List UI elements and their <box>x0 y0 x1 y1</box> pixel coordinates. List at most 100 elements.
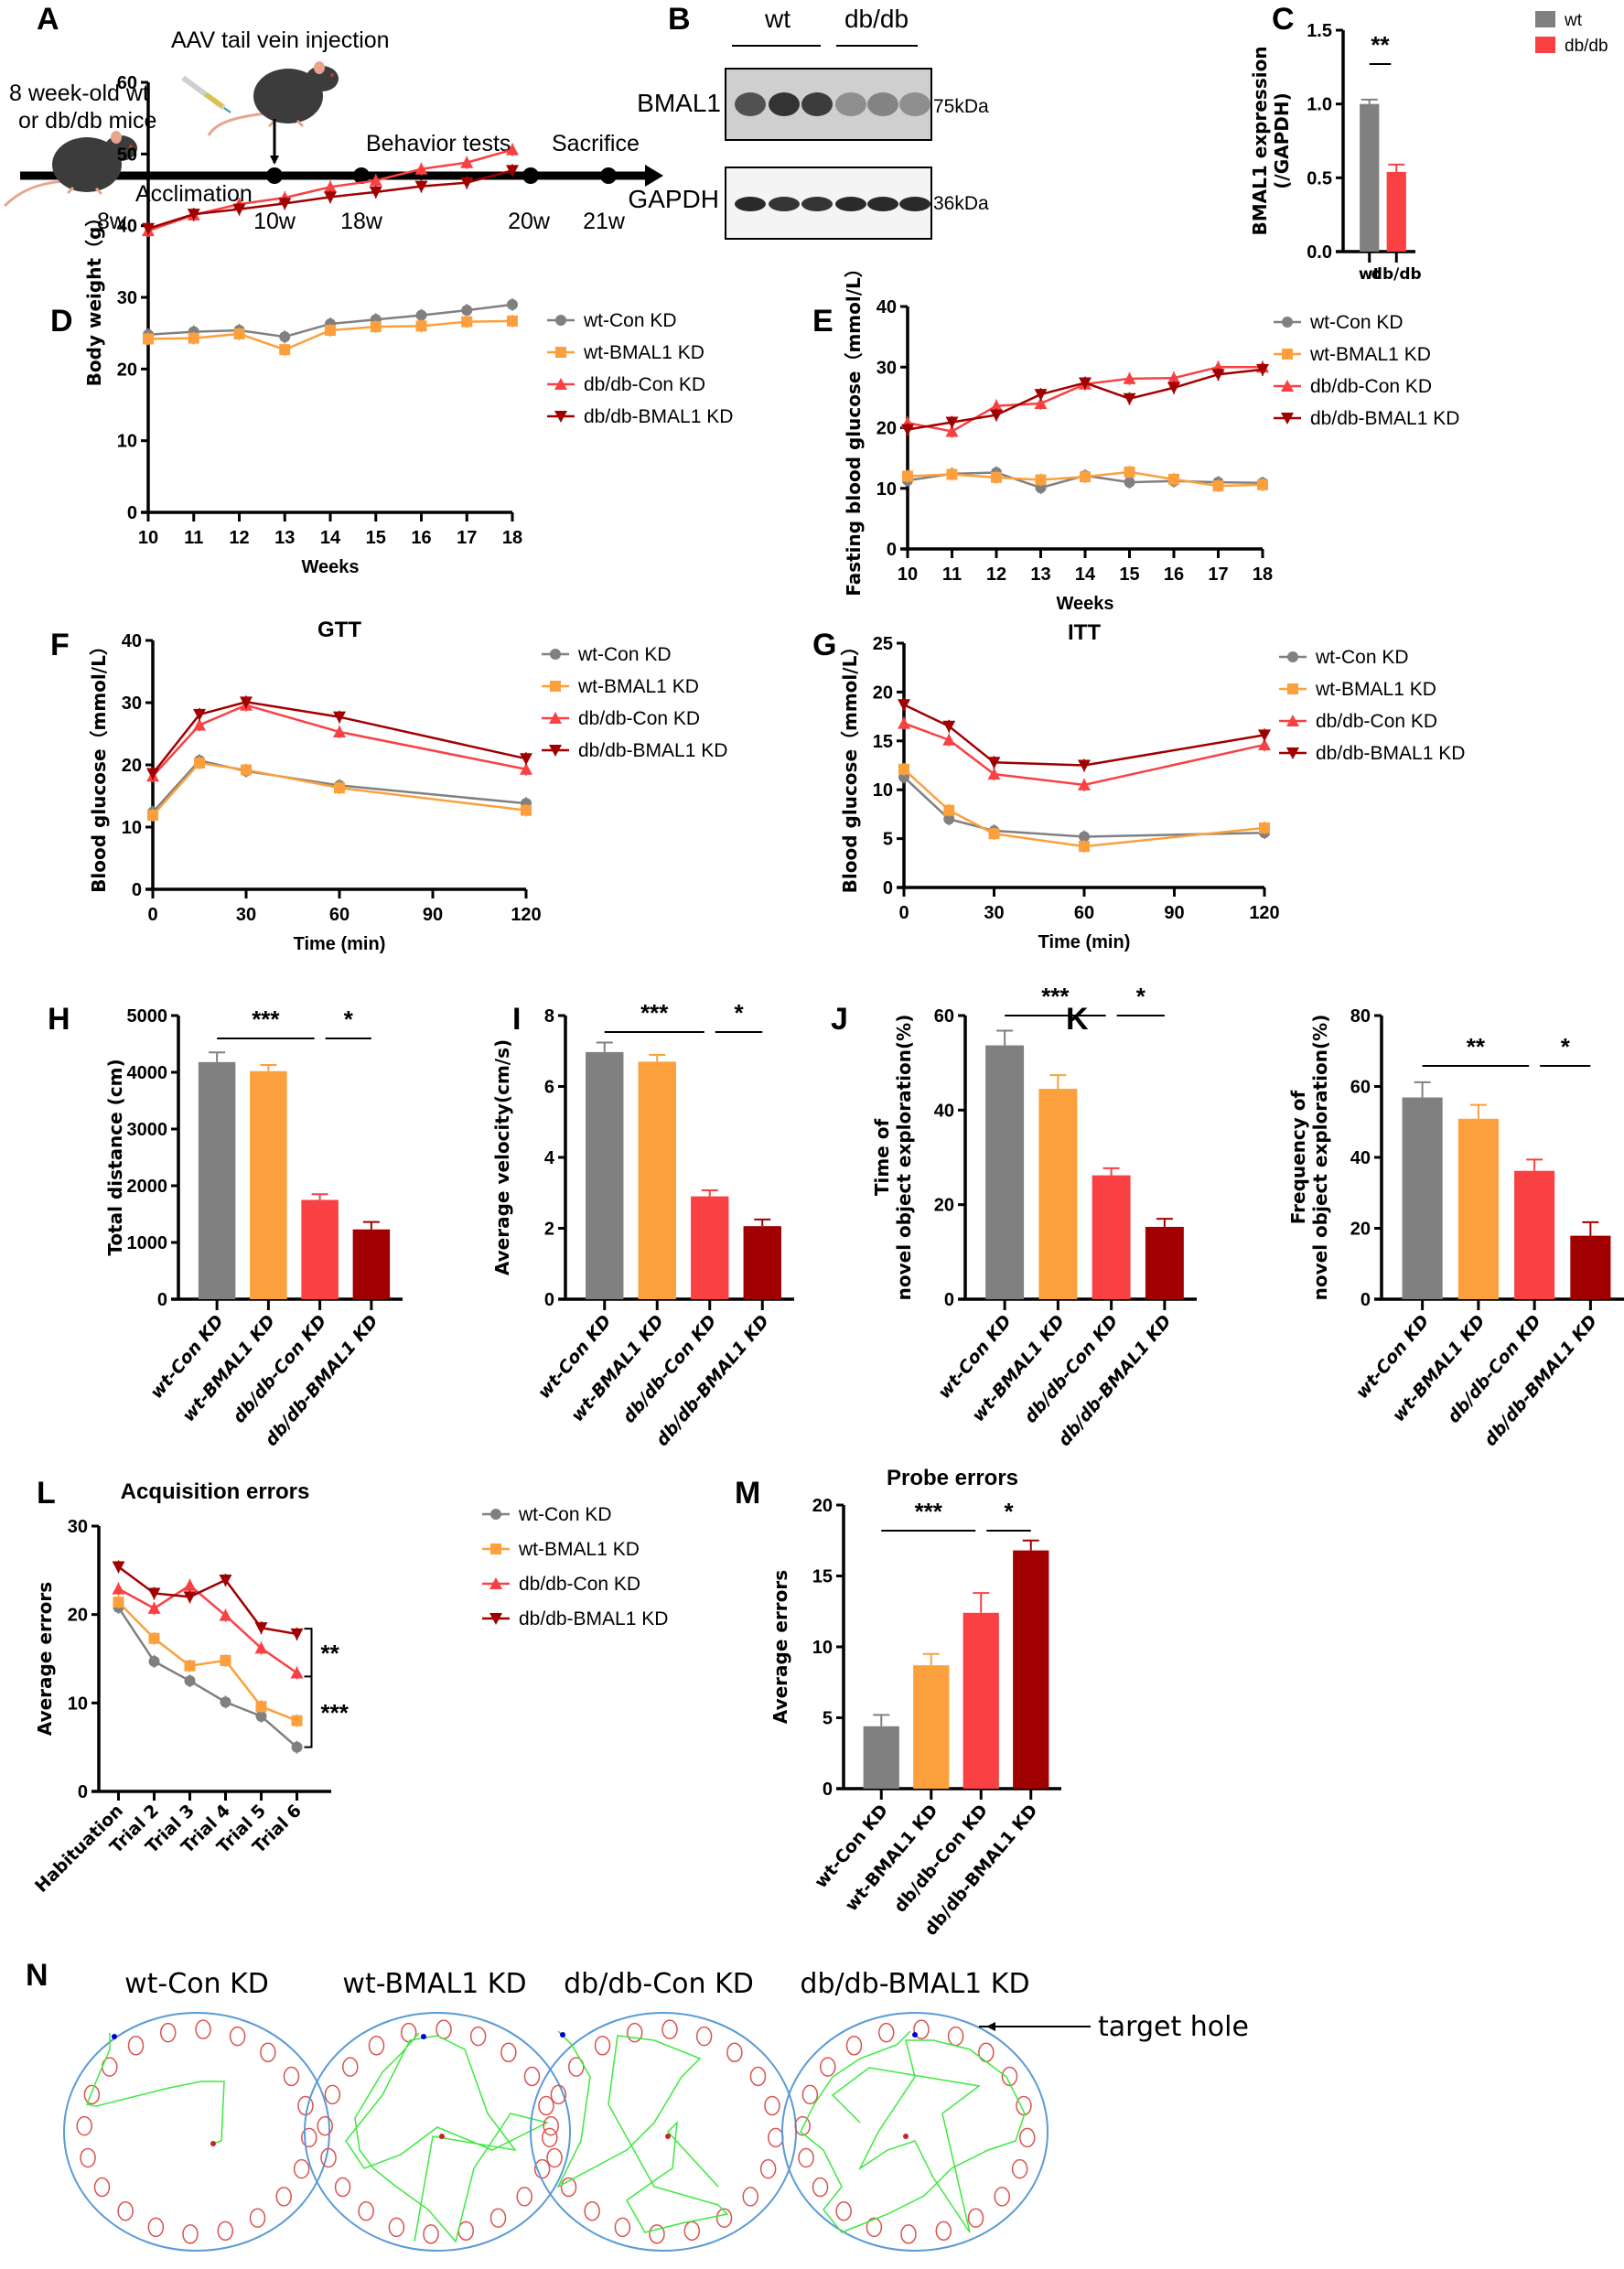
maze-hole <box>76 2115 92 2136</box>
y-tick-label: 10 <box>122 818 142 838</box>
blot-band <box>835 92 866 116</box>
maze-hole <box>594 2036 611 2056</box>
data-point <box>193 708 206 721</box>
mouse-track <box>800 2030 1026 2233</box>
data-point <box>1259 822 1270 833</box>
data-point <box>291 1715 303 1726</box>
data-point <box>254 1622 268 1635</box>
y-axis-label: Total distance (cm) <box>104 1059 126 1255</box>
chart-title: Acquisition errors <box>121 1479 310 1504</box>
data-point <box>220 1654 231 1666</box>
x-tick-label: 17 <box>1208 565 1228 585</box>
data-point <box>942 720 956 733</box>
legend-label: db/db <box>1565 37 1608 56</box>
maze-hole <box>342 2057 359 2077</box>
y-tick-label: 40 <box>117 217 137 237</box>
mouse-injected-icon <box>207 61 339 136</box>
y-tick-label: 20 <box>877 419 897 439</box>
legend-label: wt-BMAL1 KD <box>1315 679 1436 700</box>
y-tick-label: 2 <box>544 1220 554 1240</box>
data-point <box>945 425 959 437</box>
data-point <box>461 305 473 317</box>
maze-hole <box>967 2208 984 2228</box>
blot-band <box>735 197 766 211</box>
legend-label: wt-Con KD <box>518 1504 612 1525</box>
x-tick-label: db/db-Con KD <box>1020 1311 1122 1427</box>
maze-arena <box>63 2012 330 2252</box>
x-tick-label: 15 <box>1119 565 1139 585</box>
series-db-db-bmal1-kd <box>901 362 1269 436</box>
maze-hole <box>127 2036 145 2056</box>
x-tick-label: 11 <box>942 565 962 585</box>
series-line <box>117 1565 297 1636</box>
maze-hole <box>182 2224 199 2244</box>
legend-marker <box>489 1613 502 1625</box>
y-tick-label: 0 <box>132 880 142 900</box>
maze-hole <box>812 2177 829 2198</box>
sacrifice-label: Sacrifice <box>552 131 640 156</box>
y-tick-label: 10 <box>117 432 137 452</box>
panel-letter: M <box>735 1476 760 1511</box>
y-axis-label-line2: novel object exploration(%) <box>1309 1015 1331 1301</box>
start-point <box>112 2034 117 2039</box>
bar <box>352 1229 391 1299</box>
maze-arena <box>781 2012 1049 2252</box>
y-tick-label: 1.0 <box>1307 95 1332 115</box>
x-tick-label: wt-BMAL1 KD <box>968 1311 1069 1425</box>
timepoint-label: 8w <box>97 209 127 234</box>
maze-hole <box>947 2026 964 2047</box>
maze-hole <box>283 2066 300 2087</box>
y-tick-label: 60 <box>117 73 137 93</box>
data-point <box>414 162 428 175</box>
maze-hole <box>726 2042 743 2063</box>
maze-hole <box>626 2022 643 2043</box>
data-point <box>1079 841 1090 853</box>
maze-hole <box>845 2036 863 2056</box>
data-point <box>334 782 345 794</box>
maze-hole <box>877 2022 895 2043</box>
data-point <box>1078 759 1091 772</box>
maze-2 <box>304 2012 571 2252</box>
data-point <box>507 298 518 310</box>
data-point <box>369 174 382 187</box>
data-point <box>507 315 518 327</box>
chart-title: Probe errors <box>887 1466 1018 1490</box>
data-point <box>188 332 199 344</box>
x-tick-label: db/db <box>1371 265 1422 284</box>
y-axis-label-line1: Time of <box>871 1119 893 1197</box>
y-tick-label: 1.5 <box>1307 21 1332 41</box>
y-tick-label: 0 <box>887 540 897 560</box>
y-tick-label: 6 <box>544 1078 554 1098</box>
legend-marker <box>1281 413 1294 425</box>
y-tick-label: 0 <box>944 1290 954 1310</box>
behavior-label: Behavior tests <box>366 131 511 156</box>
x-axis-label: Time (min) <box>294 934 386 954</box>
x-tick-label: 60 <box>1074 903 1094 923</box>
timepoint-dot <box>522 167 539 184</box>
y-tick-label: 80 <box>1350 1006 1371 1027</box>
x-tick-label: wt-BMAL1 KD <box>841 1801 941 1915</box>
series-wt-bmal1-kd <box>143 314 518 357</box>
data-point <box>290 1666 304 1679</box>
start-point <box>421 2034 426 2039</box>
data-point <box>147 810 158 822</box>
y-tick-label: 40 <box>1350 1148 1371 1168</box>
data-point <box>254 1641 268 1654</box>
series-wt-bmal1-kd <box>898 762 1270 854</box>
y-axis-label: Body weight（g） <box>83 209 105 387</box>
data-point <box>901 424 914 436</box>
maze-hole <box>764 2095 780 2116</box>
x-tick-label: 120 <box>511 905 541 925</box>
maze-hole <box>546 2147 563 2168</box>
bar <box>863 1726 899 1789</box>
maze-hole <box>324 2084 341 2105</box>
maze-hole <box>820 2057 836 2077</box>
data-point <box>219 1608 232 1621</box>
panel-letter-b: B <box>668 2 691 37</box>
y-tick-label: 40 <box>122 631 142 651</box>
series-wt-bmal1-kd <box>902 465 1268 493</box>
data-point <box>142 222 155 235</box>
y-tick-label: 5000 <box>127 1006 168 1027</box>
maze-hole <box>83 2084 101 2105</box>
